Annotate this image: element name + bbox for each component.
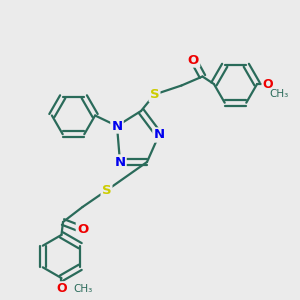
Text: O: O [188,53,199,67]
Text: CH₃: CH₃ [73,284,92,294]
Text: O: O [262,77,273,91]
Text: N: N [114,155,126,169]
Text: N: N [111,119,123,133]
Text: O: O [77,223,88,236]
Text: O: O [56,282,67,296]
Text: S: S [150,88,159,101]
Text: S: S [102,184,111,197]
Text: N: N [153,128,165,142]
Text: CH₃: CH₃ [269,88,288,99]
